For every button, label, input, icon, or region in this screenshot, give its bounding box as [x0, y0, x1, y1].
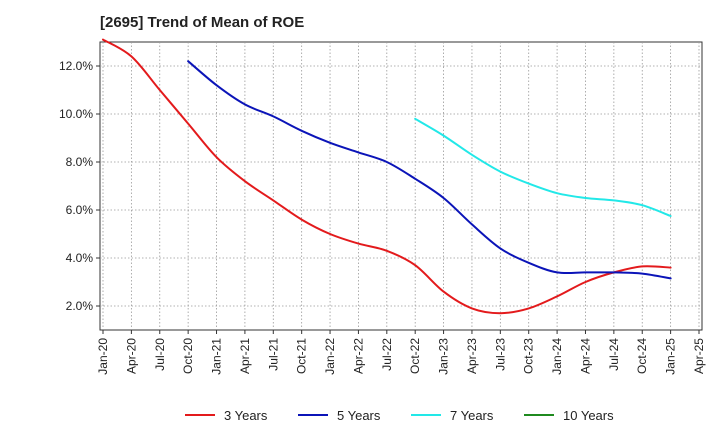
chart-title: [2695] Trend of Mean of ROE	[100, 14, 305, 31]
x-axis-ticks: Jan-20 Apr-20 Jul-20 Oct-20 Jan-21 Apr-21 Jul-…	[96, 330, 706, 375]
y-tick-label: 8.0%	[66, 155, 94, 169]
x-tick-label: Jan-23	[437, 338, 451, 375]
x-tick-label: Jan-24	[550, 338, 564, 375]
x-tick-label: Jul-20	[153, 338, 167, 371]
x-tick-label: Apr-24	[578, 338, 592, 374]
x-tick-label: Jul-23	[493, 338, 507, 371]
x-tick-label: Jul-22	[380, 338, 394, 371]
x-tick-label: Oct-21	[295, 338, 309, 374]
x-tick-label: Jan-20	[96, 338, 110, 375]
x-tick-label: Jan-25	[664, 338, 678, 375]
series-line-3-years	[102, 38, 672, 315]
y-tick-label: 6.0%	[66, 203, 94, 217]
x-tick-label: Jan-22	[323, 338, 337, 375]
x-tick-label: Oct-20	[181, 338, 195, 374]
legend-label-10-years: 10 Years	[563, 408, 614, 423]
series-line-7-years	[414, 117, 672, 217]
x-tick-label: Jul-21	[266, 338, 280, 371]
x-tick-label: Oct-24	[635, 338, 649, 374]
x-tick-label: Jan-21	[210, 338, 224, 375]
y-tick-label: 12.0%	[59, 59, 93, 73]
legend-label-3-years: 3 Years	[224, 408, 268, 423]
y-tick-label: 4.0%	[66, 251, 94, 265]
x-tick-label: Apr-20	[124, 338, 138, 374]
y-axis-ticks: 2.0% 4.0% 6.0% 8.0% 10.0% 12.0%	[59, 59, 100, 313]
series-lines	[102, 38, 672, 315]
plot-area	[99, 41, 703, 331]
y-tick-label: 2.0%	[66, 299, 94, 313]
x-tick-label: Apr-23	[465, 338, 479, 374]
y-tick-label: 10.0%	[59, 107, 93, 121]
legend-label-7-years: 7 Years	[450, 408, 494, 423]
x-tick-label: Jul-24	[607, 338, 621, 371]
x-tick-label: Apr-22	[351, 338, 365, 374]
x-tick-label: Oct-23	[522, 338, 536, 374]
legend-label-5-years: 5 Years	[337, 408, 381, 423]
x-tick-label: Oct-22	[408, 338, 422, 374]
legend: 3 Years 5 Years 7 Years 10 Years	[185, 408, 614, 423]
x-tick-label: Apr-25	[692, 338, 706, 374]
series-line-5-years	[187, 60, 672, 280]
x-tick-label: Apr-21	[238, 338, 252, 374]
